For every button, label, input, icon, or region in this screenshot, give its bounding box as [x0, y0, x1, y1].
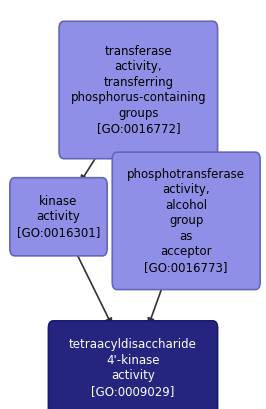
Text: phosphotransferase
activity,
alcohol
group
as
acceptor
[GO:0016773]: phosphotransferase activity, alcohol gro… — [127, 168, 245, 274]
FancyBboxPatch shape — [112, 152, 260, 290]
Text: transferase
activity,
transferring
phosphorus-containing
groups
[GO:0016772]: transferase activity, transferring phosp… — [70, 45, 206, 135]
FancyBboxPatch shape — [10, 178, 107, 256]
FancyBboxPatch shape — [59, 21, 218, 159]
Text: tetraacyldisaccharide
4'-kinase
activity
[GO:0009029]: tetraacyldisaccharide 4'-kinase activity… — [69, 338, 197, 398]
Text: kinase
activity
[GO:0016301]: kinase activity [GO:0016301] — [17, 195, 100, 239]
FancyBboxPatch shape — [48, 321, 218, 409]
